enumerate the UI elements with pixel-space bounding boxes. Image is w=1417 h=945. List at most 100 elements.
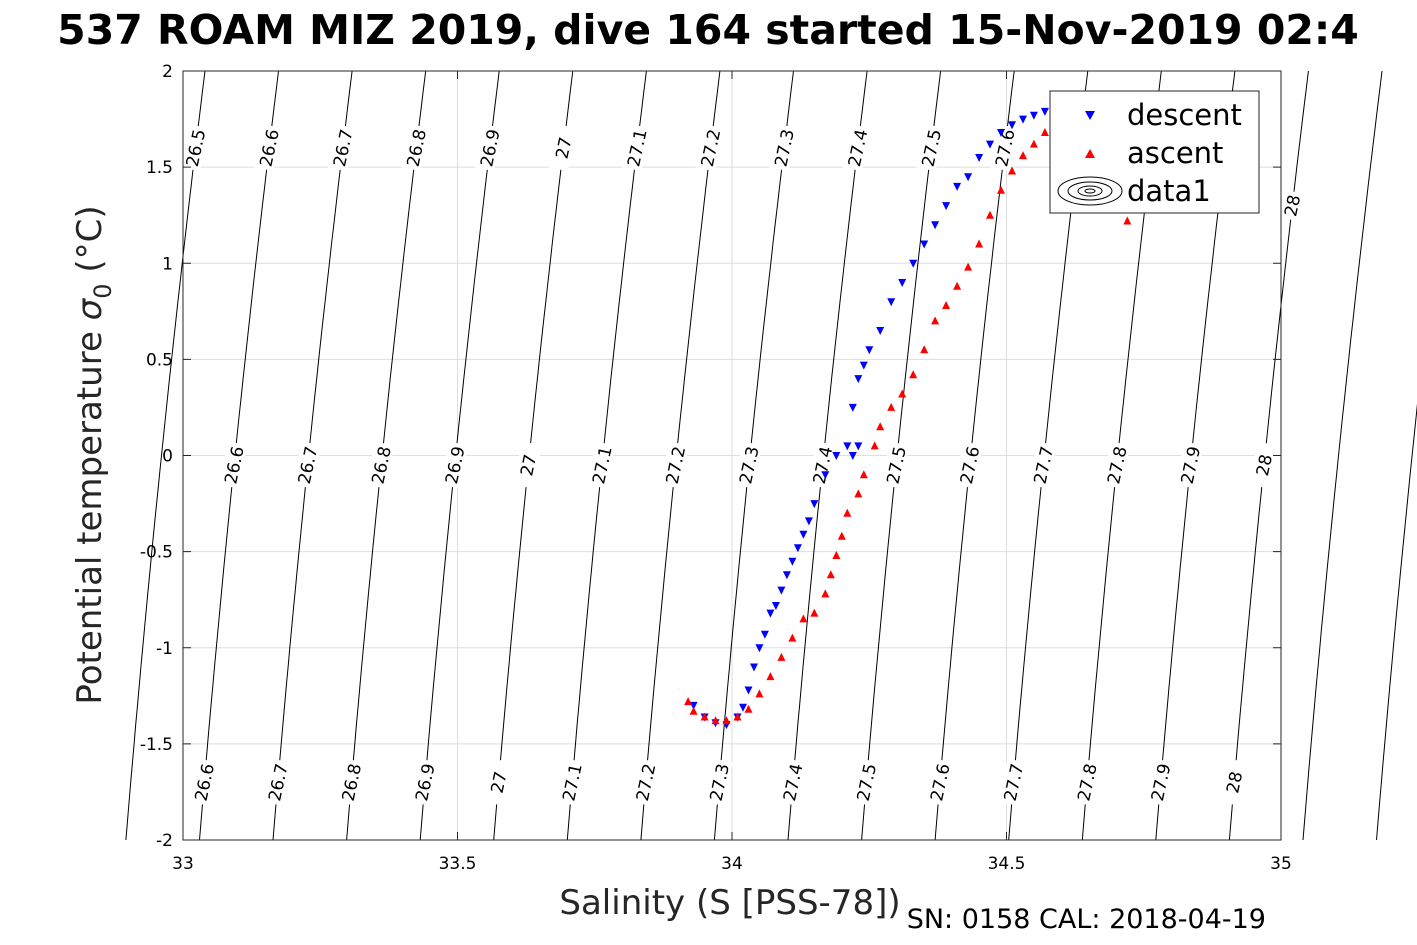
descent-point — [771, 602, 780, 610]
descent-point — [810, 500, 819, 509]
contour-label: 26.7 — [292, 441, 322, 489]
ascent-point — [689, 706, 698, 715]
descent-point — [755, 644, 764, 653]
contour-label-text: 27 — [552, 135, 576, 160]
y-axis-label: Potential temperature σ0 (°C) — [70, 205, 117, 704]
descent-point — [931, 221, 940, 230]
y-tick-label: -1 — [156, 639, 173, 659]
ascent-point — [700, 712, 709, 721]
contour-label: 26.6 — [218, 441, 249, 489]
descent-point — [1029, 111, 1038, 120]
descent-point — [848, 452, 857, 460]
contour-label: 27.7 — [998, 758, 1028, 806]
legend-descent-marker — [1085, 111, 1095, 120]
ascent-point — [898, 389, 907, 398]
y-axis-label-subscript: 0 — [89, 283, 117, 298]
ascent-point — [854, 489, 863, 498]
serial-calibration-text: SN: 0158 CAL: 2018-04-19 — [907, 904, 1266, 935]
y-axis-label-unit: (°C) — [70, 205, 110, 283]
descent-point — [854, 375, 863, 384]
contour-label-text: 28 — [1253, 453, 1277, 478]
descent-point — [832, 452, 841, 460]
ascent-point — [799, 614, 808, 623]
contour-label: 26.6 — [253, 124, 284, 172]
descent-point — [887, 298, 896, 307]
ascent-point — [942, 301, 951, 309]
contour-label: 27.6 — [924, 758, 955, 806]
legend: descent ascent data1 — [1049, 90, 1260, 214]
contour-label: 27 — [512, 441, 542, 489]
descent-point — [1008, 121, 1016, 130]
ascent-point — [1123, 216, 1132, 225]
ascent-point — [843, 508, 852, 517]
ascent-point — [684, 697, 693, 706]
descent-point — [898, 279, 907, 287]
x-tick-label: 33.5 — [439, 854, 477, 874]
contour-label: 28 — [1278, 189, 1305, 222]
descent-point — [821, 471, 830, 480]
descent-point — [799, 530, 808, 539]
ascent-point — [1019, 151, 1027, 160]
contour-label: 27.9 — [1145, 758, 1175, 806]
descent-point — [859, 361, 868, 370]
legend-data1-label: data1 — [1127, 174, 1211, 208]
series-descent — [689, 106, 1060, 730]
ascent-point — [766, 672, 775, 681]
descent-point — [964, 173, 973, 182]
contour-label: 27.2 — [695, 124, 725, 172]
descent-point — [848, 403, 857, 412]
descent-point — [909, 259, 918, 268]
ascent-point — [722, 716, 731, 725]
contour-label-text: 28 — [1281, 193, 1305, 218]
contour-label-text: 27 — [488, 770, 512, 795]
ascent-point — [876, 422, 885, 431]
legend-ascent-label: ascent — [1127, 136, 1223, 170]
data-series — [684, 106, 1132, 730]
descent-point — [1040, 107, 1049, 116]
ascent-point — [837, 531, 846, 540]
contour-label-text: 28 — [1223, 770, 1247, 795]
ascent-point — [1008, 166, 1016, 175]
descent-point — [793, 544, 802, 553]
descent-point — [804, 517, 813, 526]
contour-label: 26.8 — [400, 124, 431, 172]
contour-label-text: 27 — [517, 453, 541, 478]
descent-point — [986, 140, 994, 149]
descent-point — [953, 182, 962, 191]
ascent-point — [920, 345, 929, 354]
ascent-point — [810, 608, 819, 617]
y-axis-label-symbol: σ — [70, 297, 110, 320]
y-tick-label: -0.5 — [140, 543, 173, 563]
descent-point — [760, 630, 769, 639]
ascent-point — [859, 470, 868, 479]
contour-label: 27.3 — [733, 441, 764, 489]
contour-label: 26.7 — [262, 758, 293, 806]
y-tick-label: 1 — [162, 254, 173, 274]
ascent-point — [964, 262, 973, 271]
y-tick-label: -2 — [156, 831, 173, 851]
ascent-point — [909, 370, 918, 379]
y-tick-label: 0.5 — [146, 350, 173, 370]
x-tick-label: 34 — [721, 854, 743, 874]
descent-point — [782, 571, 791, 580]
descent-point — [865, 346, 874, 355]
ascent-point — [788, 633, 797, 642]
descent-point — [689, 701, 698, 710]
contour-label: 27.5 — [851, 758, 881, 806]
axis-ticks: 33 33.5 34 34.5 35 -2 -1.5 -1 -0.5 0 0.5 1 1.5 2 — [140, 62, 1292, 874]
contour-label: 27.9 — [1175, 441, 1205, 489]
ascent-point — [744, 704, 753, 713]
x-tick-label: 35 — [1270, 854, 1292, 874]
descent-point — [750, 663, 758, 672]
legend-ascent-marker — [1085, 149, 1095, 158]
descent-point — [843, 442, 852, 451]
descent-point — [788, 557, 797, 566]
contour-label: 27 — [483, 758, 512, 806]
ascent-point — [777, 652, 786, 661]
y-tick-label: -1.5 — [140, 735, 173, 755]
contour-label: 26.5 — [180, 124, 210, 172]
descent-point — [777, 586, 786, 595]
descent-point — [1019, 115, 1027, 124]
density-contour-line — [1376, 403, 1417, 841]
ascent-point — [1029, 139, 1038, 148]
